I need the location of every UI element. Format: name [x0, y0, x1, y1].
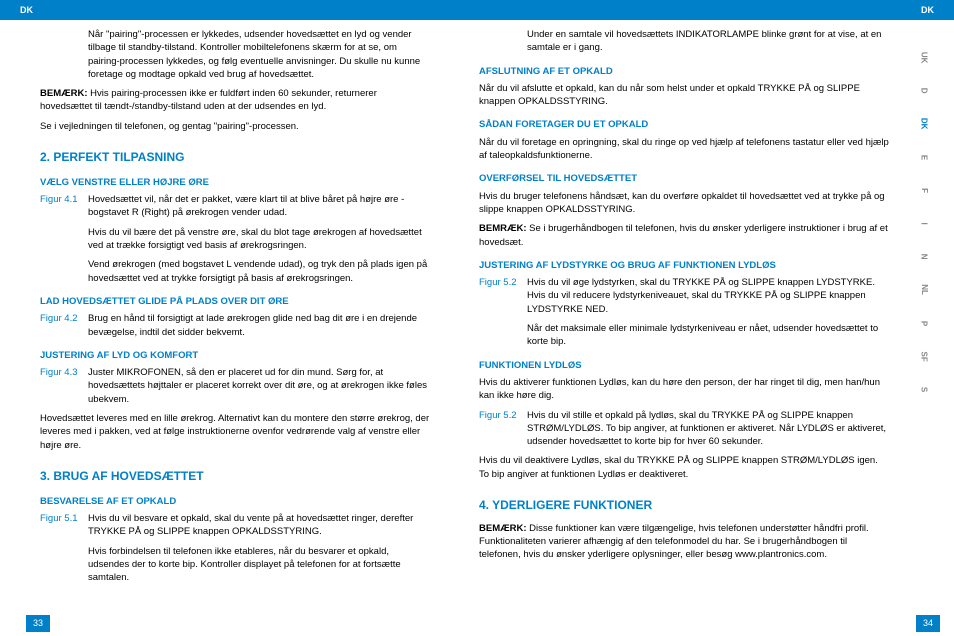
figure-5-1-text: Hvis du vil besvare et opkald, skal du v… — [88, 512, 431, 539]
lang-tab-sf[interactable]: SF — [918, 351, 929, 361]
right-p2: Når du vil afslutte et opkald, kan du nå… — [479, 82, 890, 109]
figure-4-1-text: Hovedsættet vil, når det er pakket, være… — [88, 193, 431, 220]
figure-4-3-row: Figur 4.3 Juster MIKROFONEN, så den er p… — [40, 366, 431, 406]
figure-5-2-row: Figur 5.2 Hvis du vil øge lydstyrken, sk… — [479, 276, 890, 316]
figure-4-2-row: Figur 4.2 Brug en hånd til forsigtigt at… — [40, 312, 431, 339]
section-4-heading: 4. YDERLIGERE FUNKTIONER — [479, 497, 890, 514]
language-tabs: UK D DK E F I N NL P SF S — [910, 28, 938, 612]
figure-4-2-text: Brug en hånd til forsigtigt at lade ørek… — [88, 312, 431, 339]
paragraph-3: Hvis du vil bære det på venstre øre, ska… — [40, 226, 431, 253]
right-remark-2: BEMÆRK: Disse funktioner kan være tilgæn… — [479, 522, 890, 562]
subsection-adjust: JUSTERING AF LYD OG KOMFORT — [40, 349, 431, 362]
right-p4: Hvis du bruger telefonens håndsæt, kan d… — [479, 190, 890, 217]
figure-4-2-label: Figur 4.2 — [40, 312, 88, 339]
left-column: Når "pairing"-processen er lykkedes, uds… — [0, 28, 455, 612]
remark-label-3: BEMÆRK: — [479, 523, 527, 534]
lang-tab-i[interactable]: I — [918, 222, 929, 224]
figure-4-1-label: Figur 4.1 — [40, 193, 88, 220]
remark-text: Hvis pairing-processen ikke er fuldført … — [40, 88, 377, 112]
figure-4-1-row: Figur 4.1 Hovedsættet vil, når det er pa… — [40, 193, 431, 220]
remark-label-2: BEMRÆK: — [479, 223, 527, 234]
figure-4-3-label: Figur 4.3 — [40, 366, 88, 406]
figure-5-1-row: Figur 5.1 Hvis du vil besvare et opkald,… — [40, 512, 431, 539]
right-p6: Hvis du aktiverer funktionen Lydløs, kan… — [479, 376, 890, 403]
figure-5-2-label: Figur 5.2 — [479, 276, 527, 316]
remark-label: BEMÆRK: — [40, 88, 88, 99]
paragraph-5: Hovedsættet leveres med en lille ørekrog… — [40, 412, 431, 452]
remark-1: BEMÆRK: Hvis pairing-processen ikke er f… — [40, 87, 431, 114]
section-3-heading: 3. BRUG AF HOVEDSÆTTET — [40, 468, 431, 485]
figure-5-2b-text: Hvis du vil stille et opkald på lydløs, … — [527, 409, 890, 449]
lang-tab-n[interactable]: N — [918, 254, 929, 260]
section-2-heading: 2. PERFEKT TILPASNING — [40, 149, 431, 166]
figure-5-2b-row: Figur 5.2 Hvis du vil stille et opkald p… — [479, 409, 890, 449]
lang-tab-e[interactable]: E — [918, 154, 929, 159]
paragraph-2: Se i vejledningen til telefonen, og gent… — [40, 120, 431, 133]
right-p1: Under en samtale vil hovedsættets INDIKA… — [479, 28, 890, 55]
remark-text-3: Disse funktioner kan være tilgængelige, … — [479, 523, 869, 561]
figure-4-3-text: Juster MIKROFONEN, så den er placeret ud… — [88, 366, 431, 406]
subsection-transfer: OVERFØRSEL TIL HOVEDSÆTTET — [479, 172, 890, 185]
header-left: DK — [20, 4, 33, 17]
figure-5-2b-label: Figur 5.2 — [479, 409, 527, 449]
header-right: DK — [921, 4, 934, 17]
subsection-slide: LAD HOVEDSÆTTET GLIDE PÅ PLADS OVER DIT … — [40, 295, 431, 308]
right-column: Under en samtale vil hovedsættets INDIKA… — [455, 28, 910, 612]
lang-tab-nl[interactable]: NL — [918, 285, 929, 296]
subsection-mute: FUNKTIONEN LYDLØS — [479, 359, 890, 372]
subsection-make-call: SÅDAN FORETAGER DU ET OPKALD — [479, 118, 890, 131]
remark-text-2: Se i brugerhåndbogen til telefonen, hvis… — [479, 223, 888, 247]
intro-paragraph: Når "pairing"-processen er lykkedes, uds… — [40, 28, 431, 81]
subsection-answer: BESVARELSE AF ET OPKALD — [40, 495, 431, 508]
right-p5: Når det maksimale eller minimale lydstyr… — [479, 322, 890, 349]
lang-tab-p[interactable]: P — [918, 320, 929, 325]
right-p3: Når du vil foretage en opringning, skal … — [479, 136, 890, 163]
lang-tab-s[interactable]: S — [918, 387, 929, 392]
subsection-end-call: AFSLUTNING AF ET OPKALD — [479, 65, 890, 78]
header-bar: DK DK — [0, 0, 954, 20]
paragraph-6: Hvis forbindelsen til telefonen ikke eta… — [40, 545, 431, 585]
figure-5-1-label: Figur 5.1 — [40, 512, 88, 539]
content-area: Når "pairing"-processen er lykkedes, uds… — [0, 20, 954, 612]
subsection-volume: JUSTERING AF LYDSTYRKE OG BRUG AF FUNKTI… — [479, 259, 890, 272]
footer: 33 34 — [0, 616, 954, 636]
paragraph-4: Vend ørekrogen (med bogstavet L vendende… — [40, 258, 431, 285]
figure-5-2-text: Hvis du vil øge lydstyrken, skal du TRYK… — [527, 276, 890, 316]
lang-tab-dk[interactable]: DK — [918, 118, 929, 130]
page-number-right: 34 — [916, 615, 940, 632]
lang-tab-d[interactable]: D — [918, 88, 929, 94]
right-remark: BEMRÆK: Se i brugerhåndbogen til telefon… — [479, 222, 890, 249]
right-p7: Hvis du vil deaktivere Lydløs, skal du T… — [479, 454, 890, 481]
page-number-left: 33 — [26, 615, 50, 632]
subsection-ear: VÆLG VENSTRE ELLER HØJRE ØRE — [40, 176, 431, 189]
lang-tab-uk[interactable]: UK — [918, 52, 929, 64]
lang-tab-f[interactable]: F — [918, 188, 929, 193]
